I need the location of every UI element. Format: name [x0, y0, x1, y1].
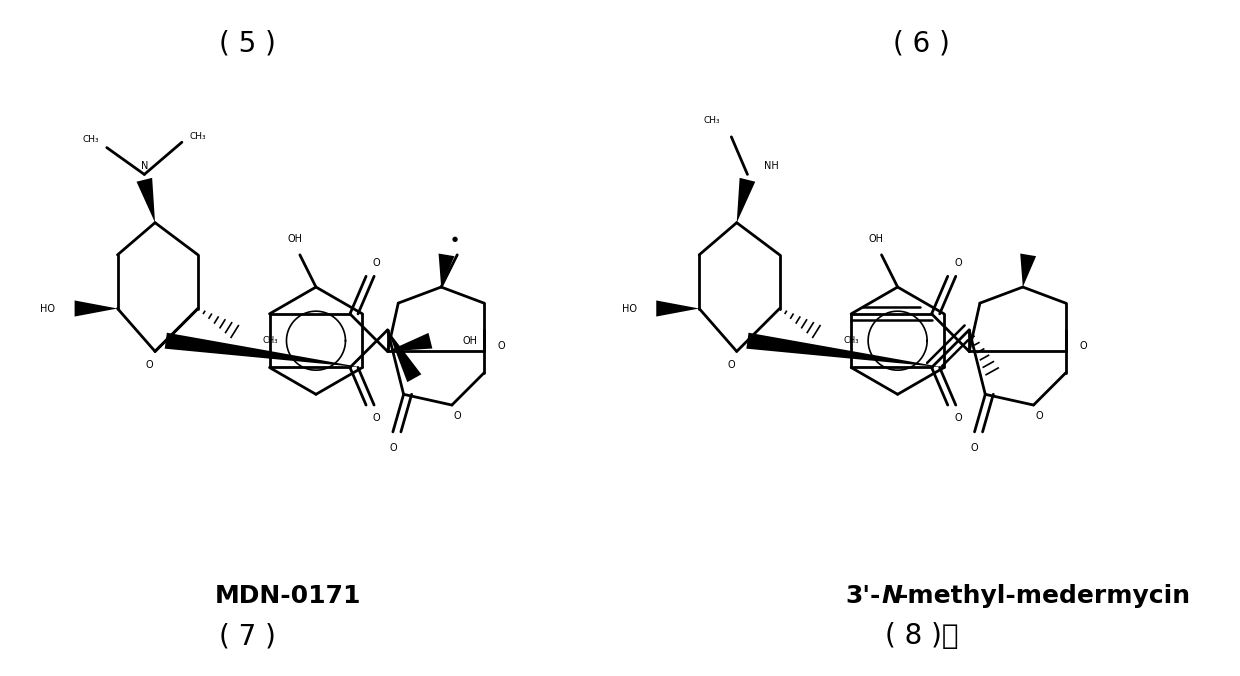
Text: ( 7 ): ( 7 )	[218, 623, 275, 650]
Text: ( 6 ): ( 6 )	[893, 29, 950, 57]
Text: 3'-: 3'-	[846, 584, 882, 608]
Text: ( 8 )。: ( 8 )。	[885, 623, 959, 650]
Text: ( 5 ): ( 5 )	[218, 29, 275, 57]
Text: -methyl-medermycin: -methyl-medermycin	[898, 584, 1190, 608]
Text: MDN-0171: MDN-0171	[215, 584, 361, 608]
Text: N: N	[882, 584, 901, 608]
